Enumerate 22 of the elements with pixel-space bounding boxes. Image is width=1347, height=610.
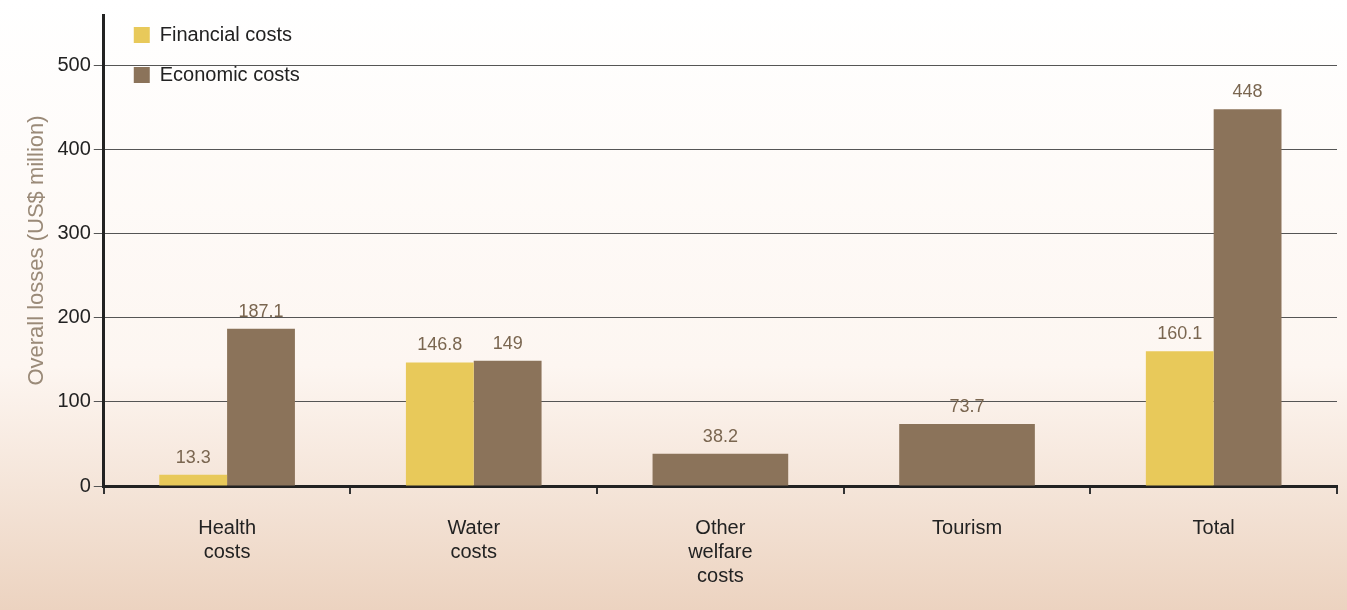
x-tick-label: Water costs: [447, 515, 501, 562]
data-label: 13.3: [175, 446, 211, 467]
y-tick-label: 300: [57, 221, 91, 244]
data-label: 149: [492, 332, 523, 353]
x-tick-label: Total: [1192, 515, 1235, 538]
data-label: 448: [1232, 81, 1263, 102]
y-tick-label: 400: [57, 137, 91, 160]
y-tick-label: 0: [79, 473, 91, 496]
data-label: 146.8: [417, 334, 463, 355]
legend-label: Economic costs: [159, 62, 300, 85]
x-tick-label: Other welfare costs: [687, 515, 753, 586]
data-label: 73.7: [949, 395, 985, 416]
x-tick-label: Tourism: [932, 515, 1003, 538]
y-tick-label: 200: [57, 305, 91, 328]
legend-label: Financial costs: [159, 22, 293, 45]
data-label: 160.1: [1157, 323, 1203, 344]
data-label: 38.2: [702, 425, 738, 446]
y-axis-title: Overall losses (US$ million): [23, 115, 49, 386]
y-tick-label: 500: [57, 52, 91, 75]
data-label: 187.1: [238, 300, 284, 321]
y-tick-label: 100: [57, 389, 91, 412]
x-tick-label: Health costs: [198, 515, 256, 562]
